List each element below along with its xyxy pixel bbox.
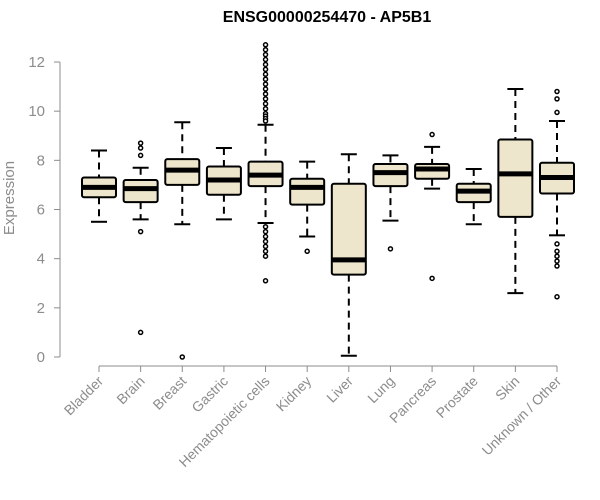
outlier-point [137, 145, 144, 151]
outlier-point [262, 46, 269, 53]
iqr-box [497, 138, 534, 218]
outlier-point [262, 76, 269, 82]
outlier-point [262, 248, 269, 255]
outlier-point [137, 329, 144, 336]
outlier-point [554, 96, 560, 102]
box-series [81, 42, 575, 360]
outlier-point [262, 96, 269, 102]
y-tick-label: 2 [37, 300, 45, 317]
y-tick-label: 4 [37, 251, 45, 268]
outlier-point [262, 105, 269, 112]
x-tick-label: Breast [149, 373, 189, 413]
x-tick-label: Lung [364, 373, 397, 406]
y-tick-label: 6 [37, 202, 45, 219]
outlier-point [554, 248, 560, 255]
box-group [122, 140, 159, 336]
outlier-point [554, 294, 560, 300]
x-tick-label: Kidney [273, 373, 315, 415]
outlier-point [262, 61, 269, 68]
outlier-point [554, 258, 560, 264]
outlier-point [262, 223, 269, 230]
outlier-point [554, 109, 560, 116]
outlier-point [137, 140, 144, 146]
outlier-point [554, 253, 560, 259]
outlier-point [429, 131, 435, 138]
box-group [81, 149, 117, 223]
box-group [205, 147, 242, 221]
outlier-point [262, 243, 269, 250]
outlier-point [137, 152, 144, 159]
box-group [330, 153, 367, 357]
x-tick-label: Unknown / Other [479, 373, 565, 459]
box-group [414, 131, 451, 282]
y-axis: 0 2 4 6 8 10 12 [28, 54, 61, 366]
x-tick-label: Bladder [61, 373, 107, 419]
x-tick-label: Skin [492, 373, 523, 404]
iqr-box [330, 182, 367, 276]
outlier-point [137, 228, 144, 235]
y-tick-label: 10 [28, 103, 45, 120]
box-group [372, 154, 409, 252]
box-group [164, 121, 201, 360]
outlier-point [262, 228, 269, 235]
outlier-point [179, 354, 186, 360]
outlier-point [262, 253, 269, 259]
outlier-point [262, 66, 269, 73]
y-tick-label: 0 [37, 349, 45, 366]
outlier-point [387, 246, 394, 252]
outlier-point [262, 91, 269, 97]
x-tick-label: Prostate [433, 373, 481, 421]
outlier-point [262, 101, 269, 107]
outlier-point [304, 248, 310, 255]
box-group [539, 88, 575, 300]
box-group [455, 167, 492, 226]
box-group [497, 88, 534, 295]
outlier-point [262, 71, 269, 78]
outlier-point [262, 233, 269, 240]
outlier-point [262, 51, 269, 58]
y-tick-label: 8 [37, 152, 45, 169]
x-tick-label: Brain [113, 373, 147, 407]
outlier-point [262, 81, 269, 87]
outlier-point [262, 42, 269, 48]
box-group [247, 42, 284, 284]
outlier-point [262, 86, 269, 92]
outlier-point [554, 241, 560, 247]
chart-title: ENSG00000254470 - AP5B1 [223, 9, 432, 26]
box-group [289, 160, 326, 255]
outlier-point [262, 118, 269, 124]
outlier-point [554, 88, 560, 95]
y-axis-label: Expression [1, 161, 18, 235]
outlier-point [429, 275, 435, 282]
iqr-box [289, 177, 326, 206]
outlier-point [554, 263, 560, 269]
outlier-point [262, 56, 269, 63]
x-tick-label: Liver [323, 373, 356, 406]
outlier-point [262, 238, 269, 245]
y-tick-label: 12 [28, 54, 45, 71]
outlier-point [262, 278, 269, 284]
